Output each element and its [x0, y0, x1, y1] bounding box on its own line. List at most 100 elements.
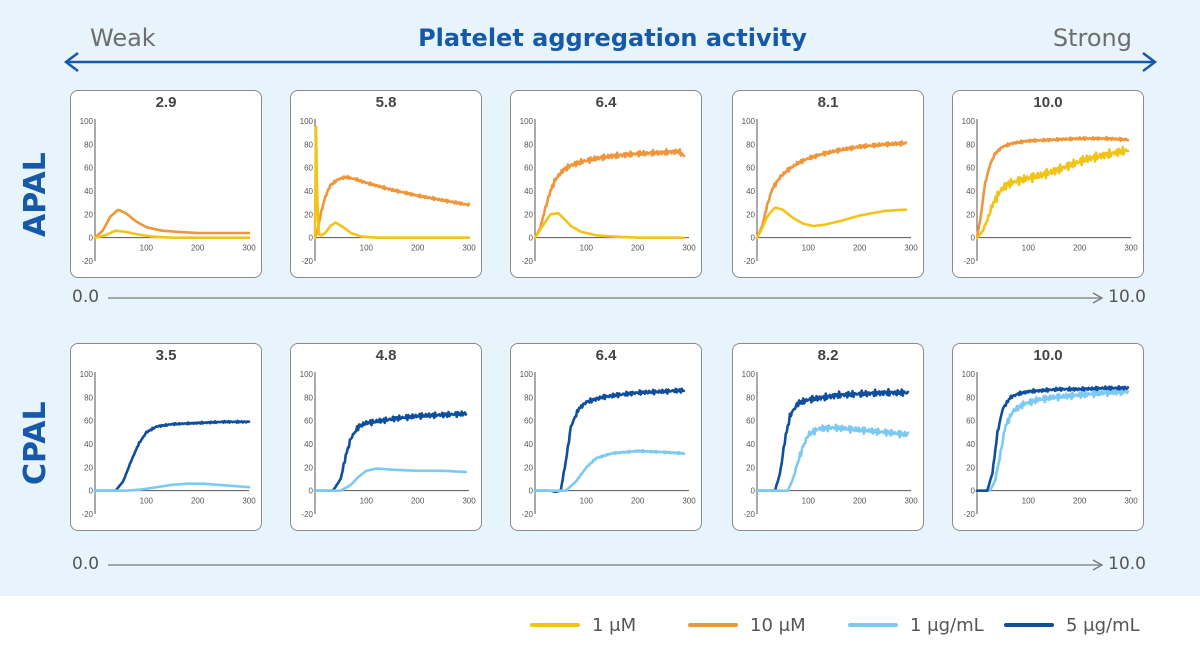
y-tick-label: 60	[84, 417, 93, 426]
y-tick-label: 60	[304, 164, 313, 173]
x-tick-label: 200	[191, 244, 205, 253]
y-tick-label: 0	[309, 487, 314, 496]
y-tick-label: 100	[300, 117, 314, 126]
series-line	[93, 482, 251, 492]
x-tick-label: 200	[853, 497, 867, 506]
y-tick-label: 80	[746, 140, 755, 149]
chart-plot: -20 0 20 40 60 80 100 100 200 300	[742, 370, 919, 519]
y-tick-label: 0	[971, 234, 976, 243]
x-tick-label: 300	[904, 244, 918, 253]
chart-card: -20 0 20 40 60 80 100 100 200 300 8.2	[732, 343, 924, 531]
x-tick-label: 200	[853, 244, 867, 253]
legend-label: 10 μM	[750, 614, 806, 636]
apal-scale: 0.0 10.0	[0, 287, 1200, 317]
series-line	[313, 467, 468, 492]
cpal-scale-max: 10.0	[1108, 554, 1146, 574]
cpal-scale: 0.0 10.0	[0, 554, 1200, 584]
legend-label: 1 μg/mL	[910, 614, 984, 636]
y-tick-label: 80	[966, 140, 975, 149]
legend-swatch	[530, 623, 580, 627]
chart-card: -20 0 20 40 60 80 100 100 200 300 5.8	[290, 90, 482, 278]
chart-score: 4.8	[375, 347, 397, 364]
y-tick-label: 0	[89, 234, 94, 243]
x-tick-label: 100	[360, 244, 374, 253]
chart-plot: -20 0 20 40 60 80 100 100 200 300	[300, 370, 477, 519]
y-tick-label: 40	[966, 187, 975, 196]
series-line	[533, 211, 686, 239]
chart-card: -20 0 20 40 60 80 100 100 200 300 4.8	[290, 343, 482, 531]
chart-card: -20 0 20 40 60 80 100 100 200 300 8.1	[732, 90, 924, 278]
x-tick-label: 100	[580, 497, 594, 506]
series-line	[313, 410, 468, 492]
legend: 1 μM 10 μM 1 μg/mL 5 μg/mL	[0, 612, 1200, 638]
y-tick-label: -20	[743, 257, 755, 266]
legend-item: 1 μg/mL	[848, 612, 984, 638]
chart-card: -20 0 20 40 60 80 100 100 200 300 10.0	[952, 343, 1144, 531]
y-tick-label: 0	[529, 487, 534, 496]
x-tick-label: 200	[631, 497, 645, 506]
y-tick-label: 80	[746, 393, 755, 402]
y-tick-label: 0	[971, 487, 976, 496]
y-tick-label: 0	[529, 234, 534, 243]
y-tick-label: 20	[84, 210, 93, 219]
y-tick-label: 100	[520, 117, 534, 126]
y-tick-label: 100	[742, 370, 756, 379]
y-tick-label: 40	[304, 440, 313, 449]
series-line	[533, 449, 686, 492]
series-line	[975, 135, 1130, 239]
chart-plot: -20 0 20 40 60 80 100 100 200 300	[520, 370, 697, 519]
y-tick-label: -20	[743, 510, 755, 519]
chart-card: -20 0 20 40 60 80 100 100 200 300 6.4	[510, 343, 702, 531]
x-tick-label: 300	[904, 497, 918, 506]
y-tick-label: 60	[966, 164, 975, 173]
legend-swatch	[848, 623, 898, 627]
y-tick-label: 80	[84, 393, 93, 402]
chart-plot: -20 0 20 40 60 80 100 100 200 300	[962, 370, 1139, 519]
x-tick-label: 300	[242, 244, 256, 253]
legend-label: 1 μM	[592, 614, 637, 636]
chart-score: 8.2	[817, 347, 839, 364]
legend-swatch	[1004, 623, 1054, 627]
y-tick-label: 40	[524, 187, 533, 196]
y-tick-label: -20	[521, 257, 533, 266]
chart-score: 3.5	[155, 347, 177, 364]
x-tick-label: 100	[1022, 497, 1036, 506]
x-tick-label: 100	[140, 244, 154, 253]
x-tick-label: 300	[462, 497, 476, 506]
chart-score: 10.0	[1033, 94, 1063, 111]
y-tick-label: -20	[963, 257, 975, 266]
y-tick-label: 20	[84, 463, 93, 472]
weak-label: Weak	[90, 24, 156, 52]
y-tick-label: 40	[84, 187, 93, 196]
y-tick-label: 100	[742, 117, 756, 126]
chart-card: -20 0 20 40 60 80 100 100 200 300 6.4	[510, 90, 702, 278]
y-tick-label: 0	[309, 234, 314, 243]
x-tick-label: 300	[682, 497, 696, 506]
x-tick-label: 100	[580, 244, 594, 253]
series-line	[93, 229, 251, 239]
y-tick-label: 100	[962, 117, 976, 126]
y-tick-label: 100	[80, 117, 94, 126]
x-tick-label: 200	[191, 497, 205, 506]
y-tick-label: 60	[746, 417, 755, 426]
y-tick-label: 20	[966, 463, 975, 472]
activity-arrow	[63, 52, 1158, 72]
y-tick-label: 0	[751, 234, 756, 243]
y-tick-label: 100	[520, 370, 534, 379]
x-tick-label: 200	[411, 244, 425, 253]
chart-card: -20 0 20 40 60 80 100 100 200 300 2.9	[70, 90, 262, 278]
series-line	[533, 387, 686, 494]
cpal-scale-arrow	[108, 559, 1104, 571]
y-tick-label: 40	[84, 440, 93, 449]
activity-header: Weak Platelet aggregation activity Stron…	[0, 0, 1200, 80]
figure-panel: Weak Platelet aggregation activity Stron…	[0, 0, 1200, 596]
x-tick-label: 300	[682, 244, 696, 253]
series-line	[755, 387, 910, 492]
legend-label: 5 μg/mL	[1066, 614, 1140, 636]
series-line	[975, 145, 1130, 239]
y-tick-label: 0	[89, 487, 94, 496]
cpal-scale-min: 0.0	[72, 554, 100, 574]
y-tick-label: 60	[304, 417, 313, 426]
chart-score: 2.9	[155, 94, 177, 111]
y-tick-label: -20	[301, 257, 313, 266]
